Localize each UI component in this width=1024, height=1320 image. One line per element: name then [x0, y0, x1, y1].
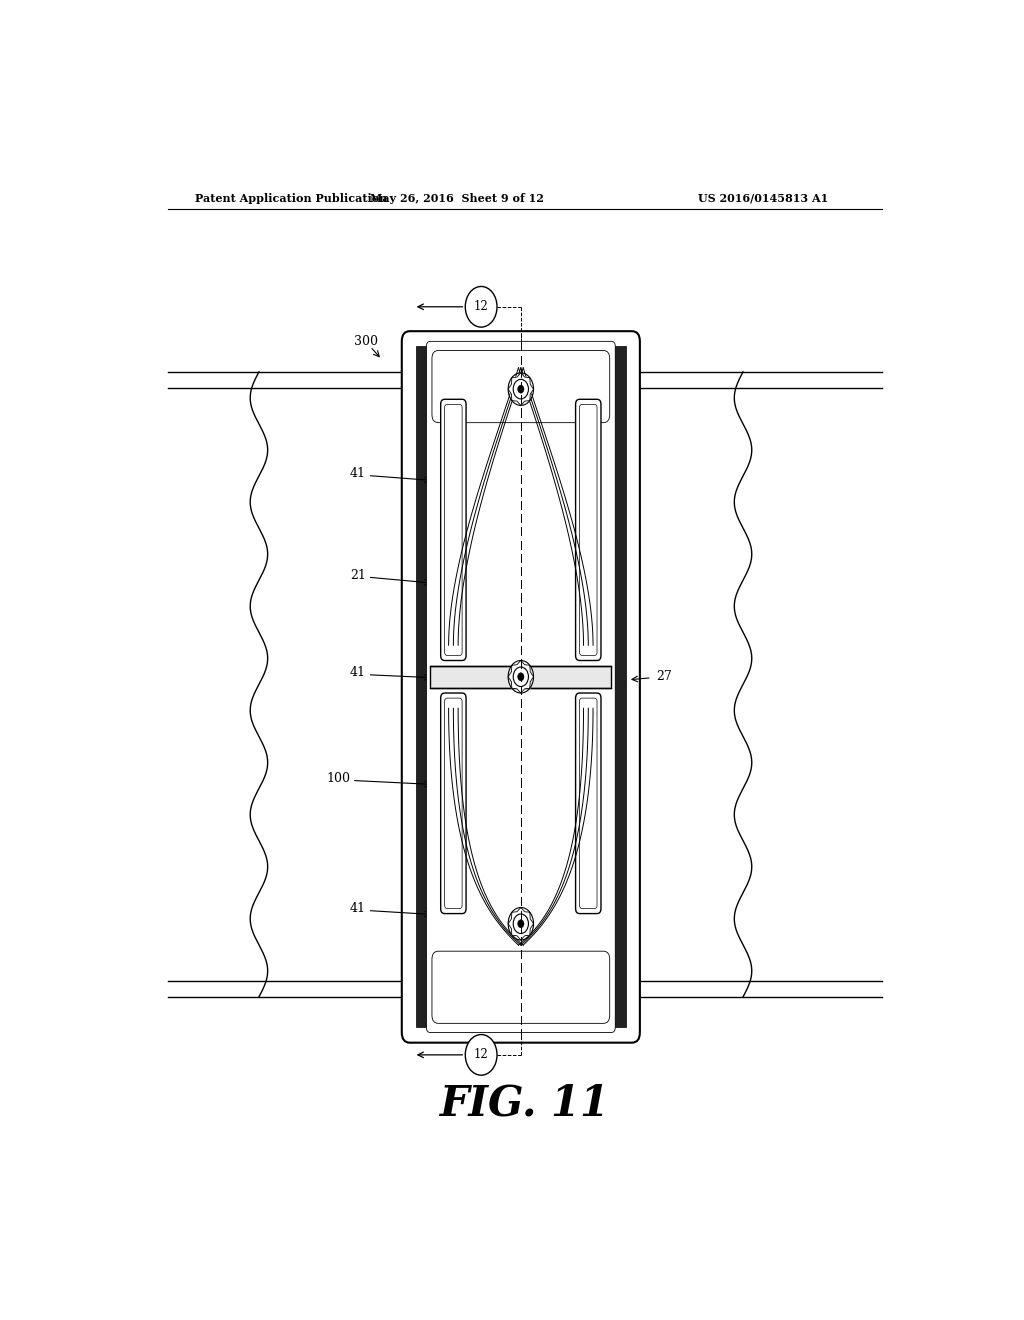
Polygon shape: [508, 660, 534, 693]
Text: 41: 41: [350, 902, 367, 915]
Text: 41: 41: [350, 667, 367, 680]
Text: Patent Application Publication: Patent Application Publication: [196, 193, 388, 203]
Text: 21: 21: [350, 569, 367, 582]
Polygon shape: [508, 907, 534, 940]
FancyBboxPatch shape: [440, 693, 466, 913]
Circle shape: [518, 385, 524, 393]
FancyBboxPatch shape: [426, 342, 615, 1032]
Circle shape: [518, 920, 524, 928]
Text: 41: 41: [350, 467, 367, 480]
Text: May 26, 2016  Sheet 9 of 12: May 26, 2016 Sheet 9 of 12: [371, 193, 545, 203]
Text: 100: 100: [327, 772, 350, 785]
Circle shape: [465, 286, 497, 327]
Circle shape: [513, 913, 528, 933]
Text: 12: 12: [474, 300, 488, 313]
FancyBboxPatch shape: [440, 399, 466, 660]
Bar: [430, 665, 611, 688]
FancyBboxPatch shape: [575, 399, 601, 660]
Text: 12: 12: [474, 1048, 488, 1061]
Text: 300: 300: [354, 335, 378, 348]
Circle shape: [513, 379, 528, 399]
FancyBboxPatch shape: [401, 331, 640, 1043]
Circle shape: [518, 673, 524, 681]
Text: US 2016/0145813 A1: US 2016/0145813 A1: [697, 193, 828, 203]
Bar: [611, 346, 626, 1027]
FancyBboxPatch shape: [575, 693, 601, 913]
Text: FIG. 11: FIG. 11: [439, 1082, 610, 1125]
Circle shape: [465, 1035, 497, 1076]
Polygon shape: [508, 372, 534, 405]
Circle shape: [513, 667, 528, 686]
Text: 27: 27: [655, 671, 672, 684]
Bar: [416, 346, 430, 1027]
